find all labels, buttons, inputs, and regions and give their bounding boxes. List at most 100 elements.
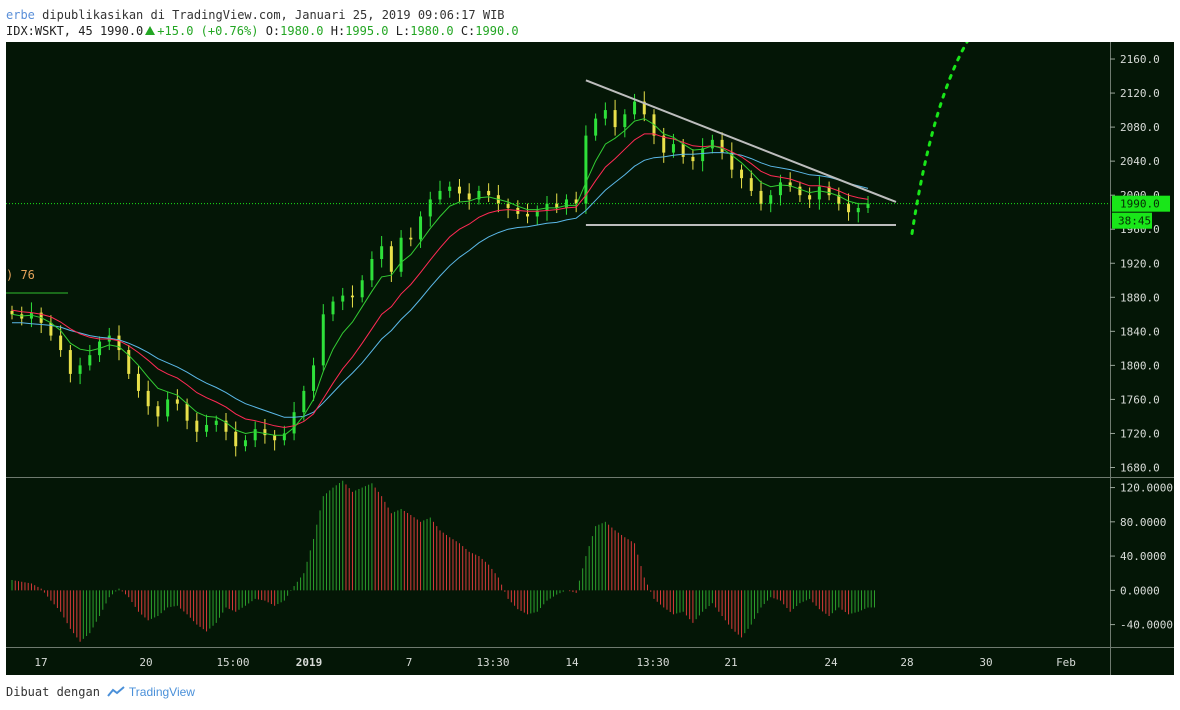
indicator-tick-label: 80.0000: [1120, 516, 1166, 529]
author-link[interactable]: erbe: [6, 8, 35, 22]
candle-body: [788, 182, 792, 187]
candle-body: [409, 237, 413, 240]
last-price: 1990.0: [99, 24, 144, 38]
time-axis-label: 14: [565, 656, 579, 669]
low-label: L:: [395, 24, 411, 38]
time-axis-label: 17: [34, 656, 47, 669]
candle-body: [710, 139, 714, 149]
price-tick-label: 2080.0: [1120, 121, 1160, 134]
time-axis-label: 28: [900, 656, 913, 669]
symbol-label: IDX:WSKT, 45: [6, 24, 93, 38]
candle-body: [205, 424, 209, 432]
time-axis-label: 21: [724, 656, 737, 669]
candle-body: [817, 186, 821, 200]
candle-body: [535, 210, 539, 217]
last-price-tag: [1112, 195, 1170, 212]
candle-body: [389, 246, 393, 272]
candle-body: [477, 190, 481, 200]
cloud-icon: [107, 686, 125, 697]
tradingview-logo[interactable]: TradingView: [106, 685, 195, 699]
indicator-tick-label: 40.0000: [1120, 550, 1166, 563]
candle-body: [623, 114, 627, 128]
candle-body: [671, 144, 675, 153]
candle-body: [185, 403, 189, 421]
publish-text: dipublikasikan di TradingView.com, Janua…: [42, 8, 505, 22]
countdown-tag: [1112, 212, 1152, 229]
candle-body: [564, 199, 568, 208]
price-tick-label: 2160.0: [1120, 53, 1160, 66]
price-tick-label: 2120.0: [1120, 87, 1160, 100]
open-value: 1980.0: [280, 24, 324, 38]
candle-body: [214, 420, 218, 425]
candle-body: [88, 355, 92, 366]
candle-body: [146, 390, 150, 407]
indicator-tick-label: 120.0000: [1120, 482, 1173, 495]
candle-body: [584, 135, 588, 204]
time-axis-label: 2019: [296, 656, 323, 669]
high-label: H:: [330, 24, 346, 38]
ema-mid-line: [11, 133, 869, 429]
price-change: +15.0 (+0.76%): [157, 24, 259, 38]
candle-body: [467, 193, 471, 200]
candle-body: [545, 203, 549, 211]
candle-body: [526, 213, 530, 217]
candle-body: [117, 335, 121, 351]
candle-body: [282, 433, 286, 441]
candle-body: [243, 440, 247, 447]
candle-body: [798, 186, 802, 196]
time-axis-label: 13:30: [476, 656, 509, 669]
candle-body: [263, 429, 267, 436]
candle-body: [448, 186, 452, 191]
candle-body: [730, 152, 734, 170]
projection-path: [910, 42, 969, 235]
candle-body: [175, 399, 179, 404]
close-value: 1990.0: [475, 24, 519, 38]
candle-body: [642, 101, 646, 115]
candle-body: [837, 195, 841, 204]
candle-body: [749, 178, 753, 191]
chart-background: [6, 42, 1174, 675]
candle-body: [292, 412, 296, 434]
candle-body: [399, 237, 403, 272]
candle-body: [662, 135, 666, 153]
candle-body: [156, 406, 160, 417]
brand-name: TradingView: [128, 685, 195, 699]
candle-body: [253, 429, 257, 441]
candle-body: [78, 365, 82, 374]
candle-body: [594, 118, 598, 136]
candle-body: [866, 203, 870, 208]
symbol-legend: IDX:WSKT, 45 1990.0 +15.0 (+0.76%) O:1980…: [6, 24, 519, 38]
candle-body: [10, 310, 14, 315]
up-arrow-icon: [145, 26, 156, 35]
candle-body: [633, 101, 637, 115]
candle-body: [224, 420, 228, 432]
candle-body: [273, 435, 277, 441]
low-value: 1980.0: [410, 24, 454, 38]
price-tick-label: 1680.0: [1120, 461, 1160, 474]
candle-body: [769, 195, 773, 204]
candle-body: [127, 350, 131, 374]
candle-body: [681, 144, 685, 157]
footer: Dibuat dengan TradingView: [6, 685, 195, 699]
candle-body: [603, 110, 607, 119]
open-label: O:: [265, 24, 281, 38]
candle-body: [438, 190, 442, 200]
publish-info: erbe dipublikasikan di TradingView.com, …: [6, 8, 505, 22]
candle-body: [380, 246, 384, 259]
partial-indicator-label: ) 76: [6, 268, 35, 282]
candle-body: [350, 295, 354, 298]
indicator-tick-label: -40.0000: [1120, 619, 1173, 632]
chart-canvas[interactable]: 2160.02120.02080.02040.02000.01960.01920…: [6, 42, 1174, 675]
price-tick-label: 1840.0: [1120, 325, 1160, 338]
candle-body: [555, 203, 559, 208]
time-axis-label: 13:30: [636, 656, 669, 669]
time-axis-label: 15:00: [216, 656, 249, 669]
candle-body: [701, 148, 705, 162]
candle-body: [419, 216, 423, 240]
price-tick-label: 1720.0: [1120, 427, 1160, 440]
candle-body: [312, 365, 316, 391]
candle-body: [506, 203, 510, 208]
candle-body: [808, 195, 812, 200]
time-axis-label: 24: [824, 656, 838, 669]
candle-body: [847, 203, 851, 213]
